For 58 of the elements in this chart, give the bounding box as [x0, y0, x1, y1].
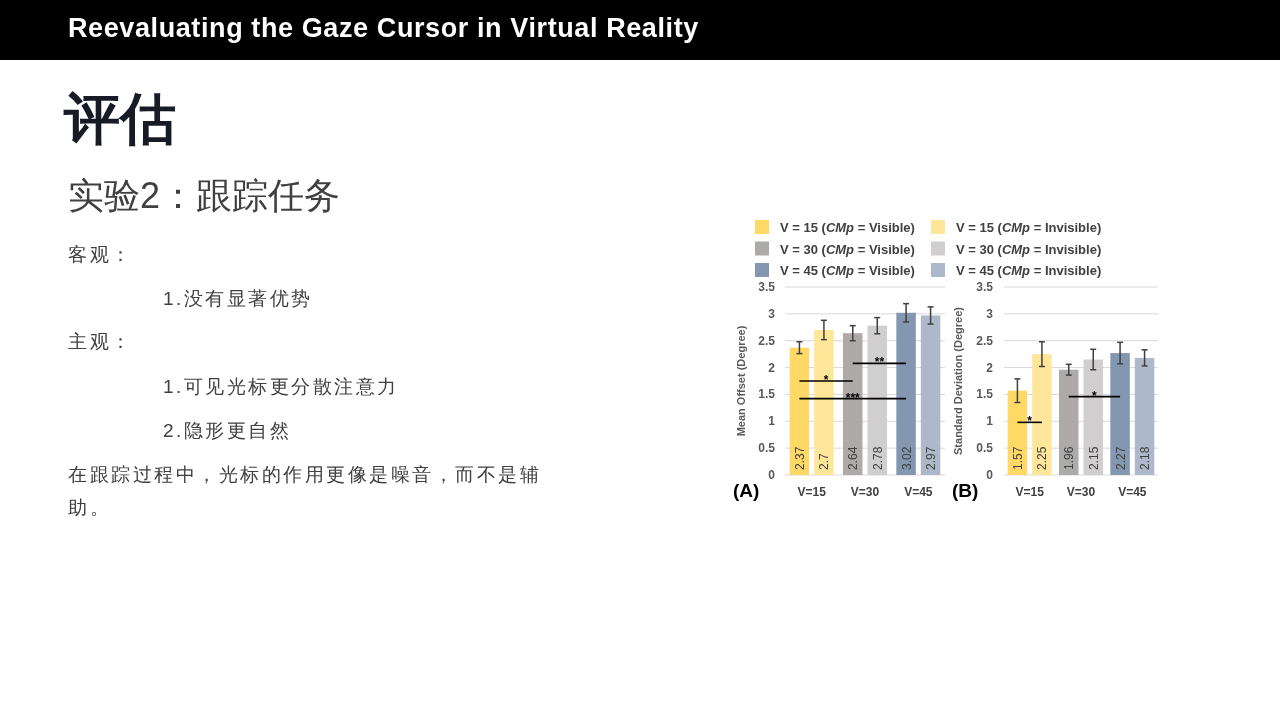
annotation: *	[1027, 414, 1033, 429]
text: 实验2：跟踪任务	[68, 174, 341, 218]
data-label: 2.27	[1113, 446, 1128, 470]
y-tick-label: 3	[768, 306, 776, 321]
data-label: 2.97	[924, 446, 939, 470]
x-tick-label: V=15	[797, 485, 827, 499]
data-label: 2.78	[870, 446, 885, 470]
text: 2.隐形更自然	[163, 419, 292, 443]
text: (A)	[733, 480, 760, 501]
x-tick-label: V=45	[1118, 485, 1147, 499]
legend-label: V = 30 (CMp = Invisible)	[956, 241, 1102, 257]
y-tick-label: 1.5	[976, 387, 994, 402]
legend-label: V = 45 (CMp = Invisible)	[956, 263, 1102, 278]
text: 评估	[64, 86, 176, 152]
text: (B)	[952, 480, 979, 501]
legend-label: V = 30 (CMp = Visible)	[780, 241, 915, 257]
y-tick-label: 1	[768, 414, 776, 429]
y-tick-label: 1	[986, 414, 994, 429]
data-label: 2.64	[846, 446, 861, 470]
text: 主观：	[68, 330, 133, 354]
y-tick-label: 0	[768, 468, 776, 482]
legend-label: V = 15 (CMp = Invisible)	[956, 220, 1102, 235]
data-label: 2.18	[1138, 446, 1153, 470]
text: 客观：	[68, 243, 133, 267]
legend-label: V = 15 (CMp = Visible)	[780, 220, 915, 235]
y-tick-label: 3	[986, 306, 994, 321]
y-tick-label: 3.5	[758, 280, 776, 294]
text: Reevaluating the Gaze Cursor in Virtual Reality	[68, 13, 699, 44]
data-label: 1.96	[1062, 446, 1077, 470]
annotation: **	[874, 355, 885, 370]
text: 1.没有显著优势	[163, 287, 313, 311]
y-tick-label: 0.5	[976, 441, 994, 456]
y-tick-label: 2	[986, 360, 994, 375]
x-tick-label: V=30	[1066, 485, 1096, 499]
y-tick-label: 0.5	[758, 441, 776, 456]
data-label: 2.25	[1035, 446, 1050, 470]
y-tick-label: 2.5	[758, 333, 776, 348]
text: 在跟踪过程中，光标的作用更像是噪音，而不是辅助。	[68, 463, 542, 520]
annotation: *	[823, 373, 829, 387]
y-axis-title: Mean Offset (Degree)	[735, 325, 747, 437]
y-tick-label: 2.5	[976, 333, 994, 348]
y-tick-label: 3.5	[976, 280, 994, 294]
annotation: ***	[845, 390, 861, 405]
x-tick-label: V=15	[1015, 485, 1045, 499]
y-axis-title: Standard Deviation (Degree)	[952, 306, 964, 455]
y-tick-label: 2	[768, 360, 776, 375]
y-tick-label: 0	[986, 468, 994, 482]
data-label: 1.57	[1010, 446, 1025, 470]
data-label: 3.02	[899, 446, 914, 470]
x-tick-label: V=30	[850, 485, 880, 499]
y-tick-label: 1.5	[758, 387, 776, 402]
data-label: 2.7	[817, 452, 832, 470]
x-tick-label: V=45	[904, 485, 933, 499]
legend-label: V = 45 (CMp = Visible)	[780, 263, 915, 278]
data-label: 2.37	[792, 446, 807, 470]
data-label: 2.15	[1086, 446, 1101, 470]
annotation: *	[1092, 388, 1098, 403]
text: 1.可见光标更分散注意力	[163, 375, 399, 399]
